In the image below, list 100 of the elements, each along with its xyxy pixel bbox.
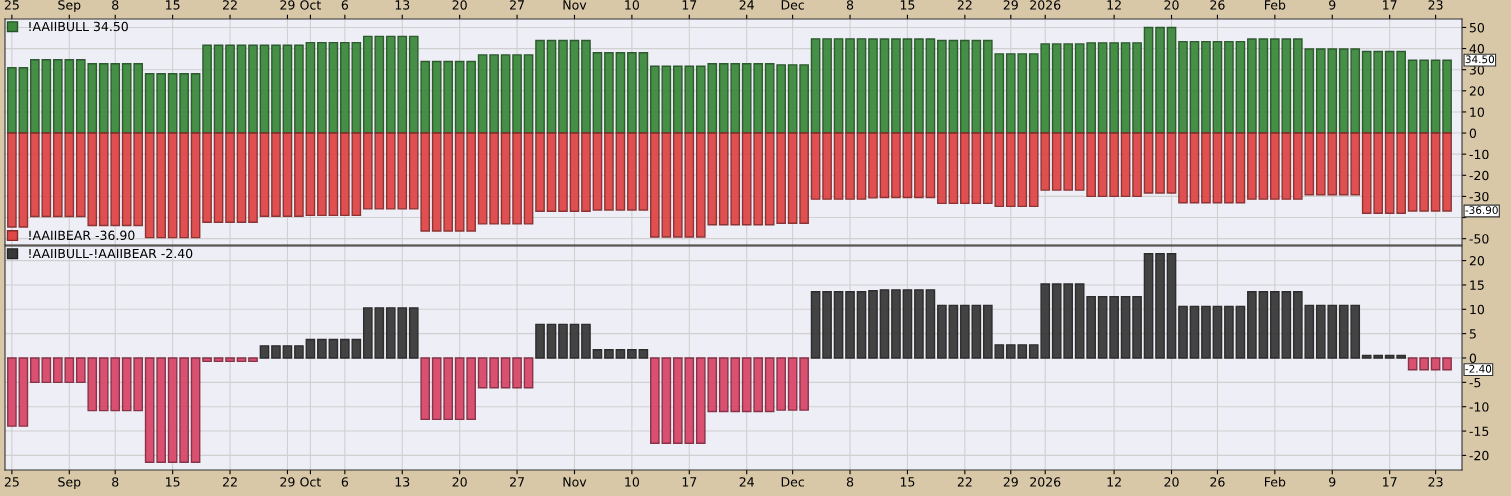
bar [1074,43,1085,134]
bar [1235,132,1246,204]
bar [799,64,809,134]
bar [891,132,901,199]
x-tick-label: 10 [625,477,640,487]
bar [1442,132,1452,212]
bar [615,349,626,359]
bar [248,357,258,363]
x-tick-label: Sep [58,477,81,490]
bar [1442,59,1452,134]
bar [1178,305,1188,359]
bar [248,44,258,134]
bar [546,39,557,134]
bar [317,132,327,217]
bar [340,41,350,134]
bar [558,323,568,359]
bar [592,132,603,211]
bar [1143,26,1154,134]
x-tick-label: 8 [112,0,119,10]
bar [948,132,959,205]
bar [1074,283,1085,359]
x-tick-label: 25 [4,0,19,10]
text: 34.50 [1465,55,1495,64]
bar [523,132,534,225]
bar [1247,291,1257,359]
bar [822,291,832,359]
bar [833,132,844,200]
bar [1109,42,1119,134]
x-tick-label: 26 [1210,477,1225,487]
bar [1143,132,1154,194]
bar [271,345,281,359]
x-tick-label: Sep [58,0,81,13]
bar [1109,132,1119,198]
bar [340,132,350,217]
bar [213,132,224,223]
bar [190,132,201,239]
bar [351,132,362,217]
x-tick-label: 25 [4,477,19,487]
bar [328,338,339,359]
bar [937,39,947,134]
bar [489,132,499,225]
bar [294,132,304,217]
bar [650,65,660,134]
bar [30,132,40,218]
bar [1224,40,1234,134]
bar [1132,42,1142,134]
y-tick-label: 50 [1469,22,1485,33]
bar [1120,132,1131,198]
bar [1166,132,1177,194]
bar [971,39,982,134]
bar [489,357,499,389]
bar [41,59,52,134]
bar [902,289,913,359]
bar [225,44,235,134]
x-tick-label: 29 [1003,0,1018,10]
bar [1224,132,1234,204]
x-tick-label: 22 [957,0,972,10]
bar [856,132,867,200]
bar [512,54,522,134]
bar [764,132,775,226]
bar [638,349,649,359]
bar [845,38,855,134]
bar [500,357,511,389]
bar [144,357,155,463]
x-tick-label: 20 [1164,477,1179,487]
bar [925,38,936,134]
bar [787,64,798,134]
bar [1086,42,1096,134]
bar [879,132,890,199]
bar [535,323,545,359]
bar [512,357,522,389]
x-tick-label: Dec [781,477,804,487]
x-tick-label: 15 [166,477,180,487]
bar [317,338,327,359]
bar [1384,354,1395,359]
bar [948,39,959,134]
bar [1201,132,1211,204]
bar [856,38,867,134]
bar [1419,59,1429,134]
bar [535,39,545,134]
x-tick-label: 13 [395,0,410,10]
bar [213,44,224,134]
bar [1132,132,1142,198]
bar [466,357,476,421]
x-tick-label: 8 [846,0,854,10]
bar [248,132,258,223]
bar [810,38,821,134]
bar [1396,50,1406,134]
bar [638,52,649,134]
bar [1086,132,1096,198]
bar [1258,291,1269,359]
bar [1258,38,1269,134]
bar [833,38,844,134]
bar [868,290,878,359]
bar [282,44,293,134]
bar [615,132,626,211]
bar [1143,253,1154,359]
bar [271,132,281,217]
bar [408,307,419,359]
bar [1396,354,1406,359]
